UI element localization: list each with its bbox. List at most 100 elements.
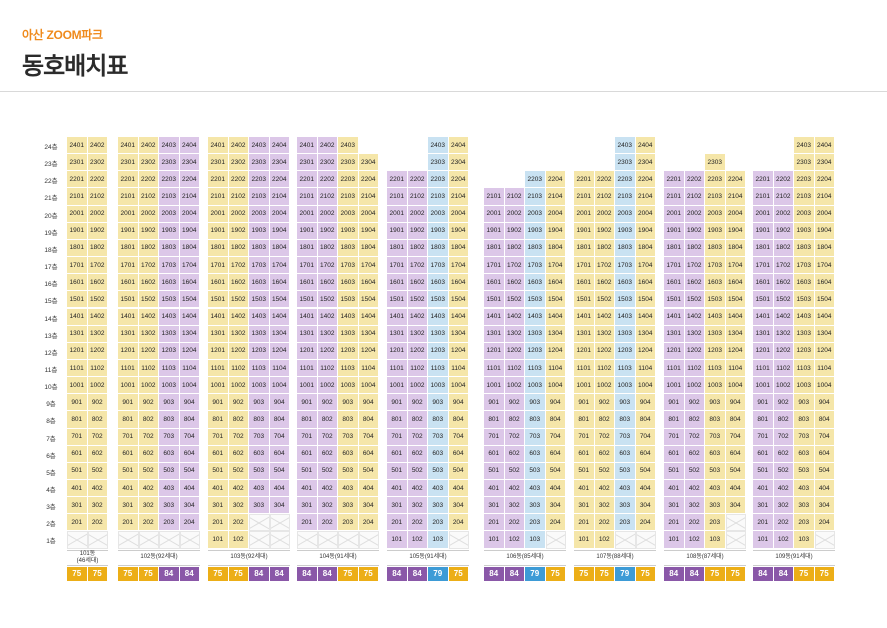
- unit-cell: 1604: [269, 274, 290, 292]
- unit-cell: 1502: [228, 291, 249, 309]
- unit-cell: 201: [574, 514, 595, 532]
- unit-cell: 2303: [705, 154, 726, 172]
- unit-cell: 903: [159, 394, 180, 412]
- unit-cell: 303: [428, 497, 449, 515]
- unit-cell: 2304: [814, 154, 835, 172]
- unit-size-badge: 75: [67, 566, 88, 581]
- unit-cell: 1801: [297, 239, 318, 258]
- unit-cell: 303: [794, 497, 815, 515]
- unit-cell: 501: [208, 462, 229, 480]
- unit-cell: 1402: [138, 308, 159, 326]
- unit-cell: 2003: [525, 205, 546, 223]
- unit-cell: 1204: [269, 342, 290, 360]
- unit-cell: 1004: [635, 377, 656, 395]
- unit-cell: 2303: [794, 154, 815, 172]
- unit-cell: 1401: [67, 308, 88, 326]
- unit-cell: 402: [228, 480, 249, 498]
- unit-cell: 904: [545, 394, 566, 412]
- unit-cell: 202: [407, 514, 428, 532]
- unit-cell: 1002: [773, 377, 794, 395]
- unit-cell: 304: [814, 497, 835, 515]
- unit-cell: 802: [228, 411, 249, 429]
- unit-cell: 1604: [814, 274, 835, 292]
- unit-cell-unavailable: [814, 531, 835, 549]
- unit-cell: 402: [594, 480, 615, 498]
- unit-cell: 1903: [794, 222, 815, 240]
- unit-cell: 2102: [87, 188, 108, 206]
- unit-cell: 602: [504, 445, 525, 463]
- unit-cell: 1804: [635, 239, 656, 258]
- unit-cell: 1902: [228, 222, 249, 240]
- unit-cell: 2202: [773, 171, 794, 189]
- unit-cell-unavailable: [725, 531, 746, 549]
- unit-cell: 204: [358, 514, 379, 532]
- unit-cell: 1602: [773, 274, 794, 292]
- unit-cell: 1403: [615, 308, 636, 326]
- unit-size-badge: 84: [684, 566, 705, 581]
- unit-cell: 704: [814, 428, 835, 446]
- unit-cell: 1002: [138, 377, 159, 395]
- unit-cell: 101: [484, 531, 505, 549]
- unit-cell: 1104: [635, 359, 656, 378]
- unit-cell: 2204: [635, 171, 656, 189]
- unit-cell: 1204: [545, 342, 566, 360]
- unit-cell: 102: [684, 531, 705, 549]
- unit-cell: 2102: [504, 188, 525, 206]
- unit-cell: 602: [87, 445, 108, 463]
- unit-cell: 502: [407, 462, 428, 480]
- unit-cell: 1801: [664, 239, 685, 258]
- unit-cell: 1102: [773, 359, 794, 378]
- unit-cell: 704: [179, 428, 200, 446]
- unit-cell: 601: [484, 445, 505, 463]
- floor-label: 9층: [46, 401, 56, 409]
- unit-cell: 1804: [814, 239, 835, 258]
- unit-cell: 2304: [448, 154, 469, 172]
- unit-cell: 2203: [428, 171, 449, 189]
- unit-cell: 101: [753, 531, 774, 549]
- floor-label: 20층: [44, 212, 58, 220]
- unit-cell: 1404: [179, 308, 200, 326]
- unit-size-badge: 75: [87, 566, 108, 581]
- unit-cell: 1202: [407, 342, 428, 360]
- unit-cell: 1303: [338, 325, 359, 343]
- unit-cell: 804: [545, 411, 566, 429]
- unit-cell: 2001: [753, 205, 774, 223]
- unit-cell: 703: [159, 428, 180, 446]
- unit-cell: 1301: [664, 325, 685, 343]
- unit-cell: 2403: [794, 137, 815, 155]
- unit-cell: 2401: [208, 137, 229, 155]
- unit-cell: 702: [228, 428, 249, 446]
- unit-cell: 1302: [87, 325, 108, 343]
- unit-cell: 903: [338, 394, 359, 412]
- unit-cell: 803: [705, 411, 726, 429]
- unit-cell: 2404: [179, 137, 200, 155]
- unit-cell: 1104: [269, 359, 290, 378]
- unit-cell: 1904: [725, 222, 746, 240]
- unit-cell: 2203: [338, 171, 359, 189]
- brand-name: 아산 ZOOM파크: [22, 28, 103, 42]
- unit-cell: 2201: [118, 171, 139, 189]
- unit-cell: 1503: [615, 291, 636, 309]
- unit-cell: 1504: [635, 291, 656, 309]
- unit-cell: 902: [407, 394, 428, 412]
- unit-cell: 1503: [428, 291, 449, 309]
- unit-cell: 1003: [249, 377, 270, 395]
- unit-cell: 302: [594, 497, 615, 515]
- unit-cell: 802: [407, 411, 428, 429]
- unit-cell: 603: [794, 445, 815, 463]
- unit-cell: 1304: [814, 325, 835, 343]
- unit-cell: 903: [705, 394, 726, 412]
- unit-cell: 302: [773, 497, 794, 515]
- unit-cell-unavailable: [138, 531, 159, 549]
- unit-cell: 1304: [725, 325, 746, 343]
- unit-cell: 1604: [725, 274, 746, 292]
- unit-cell: 2201: [753, 171, 774, 189]
- unit-cell: 2202: [228, 171, 249, 189]
- unit-cell: 2001: [484, 205, 505, 223]
- unit-cell-unavailable: [269, 531, 290, 549]
- unit-cell: 203: [428, 514, 449, 532]
- unit-cell: 1801: [574, 239, 595, 258]
- unit-cell: 2002: [684, 205, 705, 223]
- unit-cell: 1201: [574, 342, 595, 360]
- unit-cell: 1603: [525, 274, 546, 292]
